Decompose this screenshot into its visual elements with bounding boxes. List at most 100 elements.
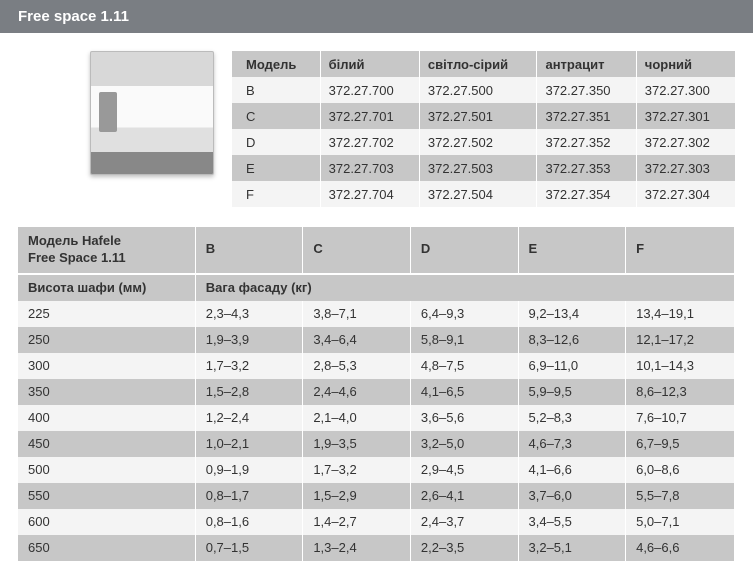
- table-cell: 400: [18, 405, 195, 431]
- table-cell: 5,0–7,1: [626, 509, 735, 535]
- table-cell: 1,9–3,9: [195, 327, 303, 353]
- article-col-header: чорний: [636, 51, 735, 77]
- article-table-head: Модельбілийсвітло-сірийантрацитчорний: [232, 51, 735, 77]
- table-cell: 372.27.300: [636, 77, 735, 103]
- table-cell: 372.27.502: [419, 129, 537, 155]
- table-cell: 6,9–11,0: [518, 353, 626, 379]
- table-row: 2252,3–4,33,8–7,16,4–9,39,2–13,413,4–19,…: [18, 301, 735, 327]
- table-cell: 7,6–10,7: [626, 405, 735, 431]
- table-cell: 0,8–1,7: [195, 483, 303, 509]
- table-cell: 1,5–2,9: [303, 483, 411, 509]
- table-cell: 1,5–2,8: [195, 379, 303, 405]
- table-row: 3001,7–3,22,8–5,34,8–7,56,9–11,010,1–14,…: [18, 353, 735, 379]
- table-cell: 3,4–5,5: [518, 509, 626, 535]
- table-row: E372.27.703372.27.503372.27.353372.27.30…: [232, 155, 735, 181]
- table-cell: 3,7–6,0: [518, 483, 626, 509]
- table-cell: 13,4–19,1: [626, 301, 735, 327]
- table-cell: 4,1–6,6: [518, 457, 626, 483]
- table-cell: 0,8–1,6: [195, 509, 303, 535]
- table-cell: 5,9–9,5: [518, 379, 626, 405]
- table-cell: C: [232, 103, 320, 129]
- table-cell: 372.27.504: [419, 181, 537, 207]
- table-cell: 8,6–12,3: [626, 379, 735, 405]
- table-cell: 6,4–9,3: [410, 301, 518, 327]
- table-cell: 372.27.701: [320, 103, 419, 129]
- table-cell: 4,6–6,6: [626, 535, 735, 561]
- table-cell: 3,2–5,1: [518, 535, 626, 561]
- table-cell: 9,2–13,4: [518, 301, 626, 327]
- table-cell: 372.27.303: [636, 155, 735, 181]
- table-cell: 1,9–3,5: [303, 431, 411, 457]
- table-cell: 372.27.352: [537, 129, 636, 155]
- table-cell: 10,1–14,3: [626, 353, 735, 379]
- weight-table: Модель HafeleFree Space 1.11BCDEFВисота …: [18, 227, 735, 561]
- article-col-header: антрацит: [537, 51, 636, 77]
- weight-model-header: B: [195, 227, 303, 274]
- table-cell: 372.27.700: [320, 77, 419, 103]
- table-cell: 4,8–7,5: [410, 353, 518, 379]
- table-row: 4501,0–2,11,9–3,53,2–5,04,6–7,36,7–9,5: [18, 431, 735, 457]
- table-cell: 3,8–7,1: [303, 301, 411, 327]
- table-cell: 3,6–5,6: [410, 405, 518, 431]
- table-cell: 372.27.302: [636, 129, 735, 155]
- table-cell: D: [232, 129, 320, 155]
- table-cell: 250: [18, 327, 195, 353]
- table-cell: 5,5–7,8: [626, 483, 735, 509]
- table-row: 3501,5–2,82,4–4,64,1–6,55,9–9,58,6–12,3: [18, 379, 735, 405]
- table-cell: 2,1–4,0: [303, 405, 411, 431]
- table-cell: 372.27.301: [636, 103, 735, 129]
- table-cell: 1,4–2,7: [303, 509, 411, 535]
- table-cell: 1,7–3,2: [195, 353, 303, 379]
- top-section: Модельбілийсвітло-сірийантрацитчорний B3…: [0, 51, 753, 227]
- table-cell: 450: [18, 431, 195, 457]
- table-cell: 550: [18, 483, 195, 509]
- table-cell: 372.27.350: [537, 77, 636, 103]
- table-cell: 372.27.704: [320, 181, 419, 207]
- table-row: 2501,9–3,93,4–6,45,8–9,18,3–12,612,1–17,…: [18, 327, 735, 353]
- title-bar: Free space 1.11: [0, 0, 753, 33]
- table-cell: 0,9–1,9: [195, 457, 303, 483]
- article-table-body: B372.27.700372.27.500372.27.350372.27.30…: [232, 77, 735, 207]
- weight-table-head: Модель HafeleFree Space 1.11BCDEFВисота …: [18, 227, 735, 301]
- table-cell: 2,4–4,6: [303, 379, 411, 405]
- table-cell: 1,3–2,4: [303, 535, 411, 561]
- table-row: C372.27.701372.27.501372.27.351372.27.30…: [232, 103, 735, 129]
- table-cell: F: [232, 181, 320, 207]
- table-cell: 225: [18, 301, 195, 327]
- table-row: 5000,9–1,91,7–3,22,9–4,54,1–6,66,0–8,6: [18, 457, 735, 483]
- table-row: 6000,8–1,61,4–2,72,4–3,73,4–5,55,0–7,1: [18, 509, 735, 535]
- table-cell: 350: [18, 379, 195, 405]
- article-table: Модельбілийсвітло-сірийантрацитчорний B3…: [232, 51, 735, 207]
- table-row: 4001,2–2,42,1–4,03,6–5,65,2–8,37,6–10,7: [18, 405, 735, 431]
- table-cell: 6,7–9,5: [626, 431, 735, 457]
- table-cell: 372.27.501: [419, 103, 537, 129]
- table-cell: 3,2–5,0: [410, 431, 518, 457]
- table-cell: 0,7–1,5: [195, 535, 303, 561]
- table-row: 5500,8–1,71,5–2,92,6–4,13,7–6,05,5–7,8: [18, 483, 735, 509]
- table-cell: 2,8–5,3: [303, 353, 411, 379]
- weight-subheader-weight: Вага фасаду (кг): [195, 274, 734, 301]
- article-col-header: білий: [320, 51, 419, 77]
- table-cell: 2,9–4,5: [410, 457, 518, 483]
- weight-header-left: Модель HafeleFree Space 1.11: [18, 227, 195, 274]
- table-cell: 600: [18, 509, 195, 535]
- weight-model-header: E: [518, 227, 626, 274]
- table-cell: 4,1–6,5: [410, 379, 518, 405]
- table-cell: 300: [18, 353, 195, 379]
- page-title: Free space 1.11: [18, 8, 129, 25]
- weight-model-header: D: [410, 227, 518, 274]
- table-cell: 372.27.500: [419, 77, 537, 103]
- table-cell: 5,2–8,3: [518, 405, 626, 431]
- table-cell: 4,6–7,3: [518, 431, 626, 457]
- table-row: D372.27.702372.27.502372.27.352372.27.30…: [232, 129, 735, 155]
- table-cell: 372.27.351: [537, 103, 636, 129]
- table-cell: E: [232, 155, 320, 181]
- table-cell: 2,2–3,5: [410, 535, 518, 561]
- table-cell: 1,2–2,4: [195, 405, 303, 431]
- table-cell: 6,0–8,6: [626, 457, 735, 483]
- table-cell: 1,0–2,1: [195, 431, 303, 457]
- weight-subheader-height: Висота шафи (мм): [18, 274, 195, 301]
- article-col-header: світло-сірий: [419, 51, 537, 77]
- table-cell: 372.27.503: [419, 155, 537, 181]
- table-cell: 372.27.353: [537, 155, 636, 181]
